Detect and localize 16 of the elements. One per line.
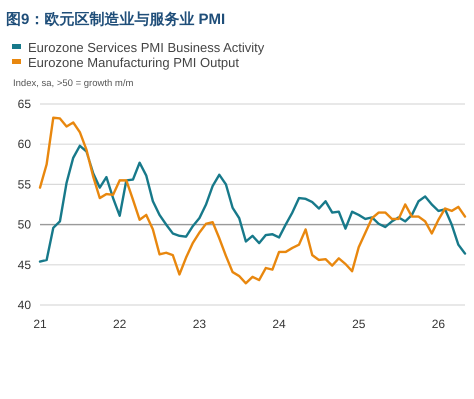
legend-label: Eurozone Manufacturing PMI Output: [28, 55, 240, 70]
legend-label: Eurozone Services PMI Business Activity: [28, 40, 265, 55]
y-tick-label: 50: [18, 218, 32, 232]
chart-title: 图9：欧元区制造业与服务业 PMI: [6, 11, 226, 28]
x-tick-label: 24: [272, 317, 286, 331]
x-tick-label: 23: [192, 317, 206, 331]
x-tick-label: 22: [113, 317, 127, 331]
x-tick-label: 25: [352, 317, 366, 331]
y-tick-label: 55: [18, 177, 32, 192]
x-tick-label: 21: [33, 317, 47, 331]
x-tick-label: 26: [432, 317, 446, 331]
y-tick-label: 65: [18, 97, 32, 111]
y-tick-label: 45: [18, 258, 32, 272]
y-tick-label: 60: [18, 137, 32, 152]
y-tick-label: 40: [18, 298, 32, 312]
y-axis-title: Index, sa, >50 = growth m/m: [13, 78, 134, 89]
